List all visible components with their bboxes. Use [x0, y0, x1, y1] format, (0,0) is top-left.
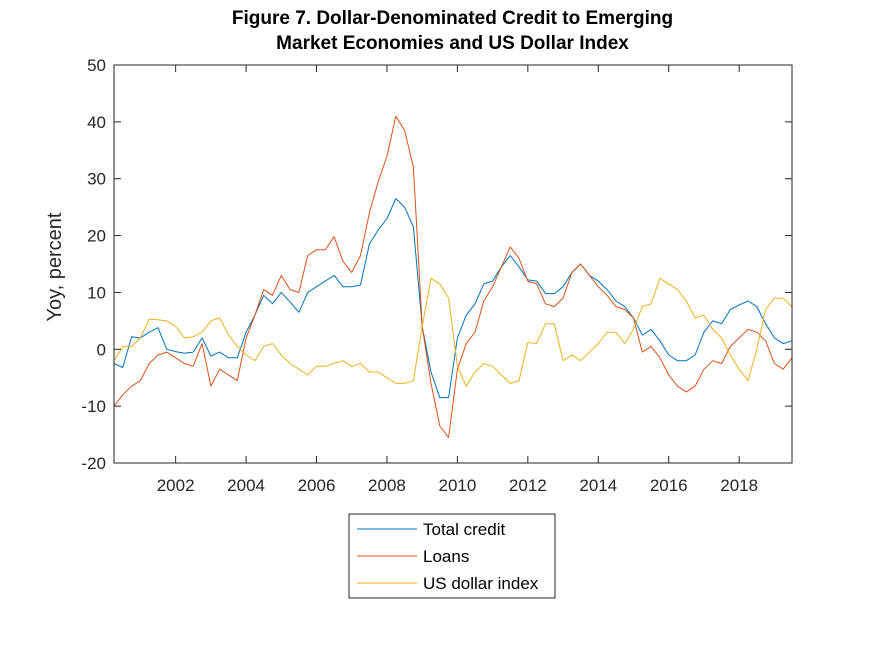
y-tick-label: 20	[87, 227, 106, 246]
legend-label: Loans	[423, 547, 469, 566]
x-tick-label: 2006	[298, 476, 336, 495]
y-axis-label: Yoy, percent	[44, 212, 66, 321]
y-tick-label: 40	[87, 113, 106, 132]
x-tick-label: 2004	[227, 476, 265, 495]
series-line-us-dollar-index	[113, 277, 793, 387]
x-tick-label: 2018	[720, 476, 758, 495]
series-line-loans	[113, 115, 793, 438]
y-tick-label: -10	[81, 397, 106, 416]
axes-layer: -20 -10 0 10 20 30 40 50 2002 2004 2006 2008 2010 201…	[81, 56, 793, 495]
legend-label: Total credit	[423, 520, 505, 539]
chart-title-line-2: Market Economies and US Dollar Index	[276, 33, 629, 54]
plot-area	[114, 65, 792, 463]
series-line-total-credit	[113, 198, 793, 399]
y-tick-label: 0	[97, 340, 106, 359]
plot-background	[114, 65, 792, 463]
plot-frame	[113, 64, 793, 464]
x-tick-label: 2012	[509, 476, 547, 495]
y-tick-label: -20	[81, 454, 106, 473]
chart-title-line-1: Figure 7. Dollar-Denominated Credit to E…	[231, 8, 674, 29]
y-tick-label: 10	[87, 283, 106, 302]
legend-label: US dollar index	[423, 574, 539, 593]
series-layer	[113, 115, 793, 438]
x-tick-label: 2002	[157, 476, 195, 495]
x-tick-label: 2016	[650, 476, 688, 495]
y-tick-label: 50	[87, 56, 106, 75]
x-tick-label: 2010	[438, 476, 476, 495]
x-tick-label: 2014	[579, 476, 617, 495]
y-tick-label: 30	[87, 170, 106, 189]
legend: Total credit Loans US dollar index	[348, 513, 556, 599]
x-tick-label: 2008	[368, 476, 406, 495]
chart-title: Figure 7. Dollar-Denominated Credit to E…	[0, 6, 875, 56]
